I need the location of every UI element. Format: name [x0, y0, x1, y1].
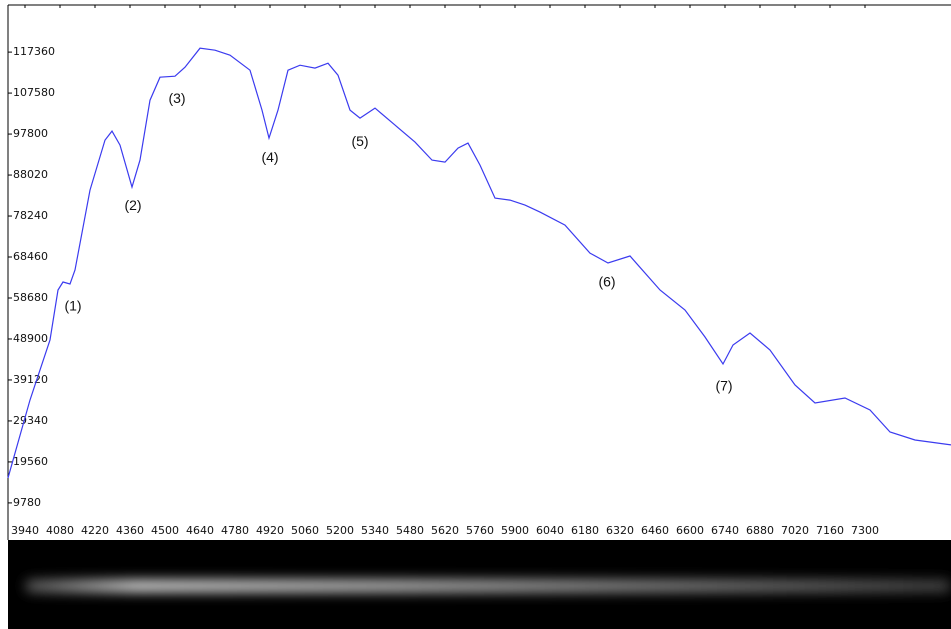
- x-tick-label: 6460: [641, 524, 669, 537]
- x-tick-label: 3940: [11, 524, 39, 537]
- x-tick-label: 6040: [536, 524, 564, 537]
- x-tick-label: 6740: [711, 524, 739, 537]
- x-tick-label: 5900: [501, 524, 529, 537]
- annotation: (3): [168, 90, 185, 106]
- x-tick-label: 6320: [606, 524, 634, 537]
- x-tick-label: 4220: [81, 524, 109, 537]
- x-tick-label: 5200: [326, 524, 354, 537]
- x-tick-label: 5340: [361, 524, 389, 537]
- y-tick-label: 19560: [13, 455, 48, 468]
- annotation: (6): [598, 274, 615, 290]
- x-tick-label: 6180: [571, 524, 599, 537]
- annotation: (1): [64, 298, 81, 314]
- x-tick-label: 4640: [186, 524, 214, 537]
- x-tick-label: 7300: [851, 524, 879, 537]
- x-tick-label: 5480: [396, 524, 424, 537]
- y-tick-label: 39120: [13, 373, 48, 386]
- y-tick-label: 97800: [13, 127, 48, 140]
- annotation: (5): [351, 133, 368, 149]
- y-tick-label: 58680: [13, 291, 48, 304]
- chart: 9780 19560 29340 39120 48900 58680 68460 78240 8…: [0, 0, 951, 629]
- x-tick-label: 7160: [816, 524, 844, 537]
- y-tick-label: 107580: [13, 86, 55, 99]
- y-tick-label: 68460: [13, 250, 48, 263]
- annotation: (2): [124, 197, 141, 213]
- x-tick-label: 4920: [256, 524, 284, 537]
- y-tick-label: 48900: [13, 332, 48, 345]
- y-tick-label: 9780: [13, 496, 41, 509]
- x-tick-label: 4360: [116, 524, 144, 537]
- x-tick-label: 7020: [781, 524, 809, 537]
- y-tick-label: 88020: [13, 168, 48, 181]
- x-tick-label: 5620: [431, 524, 459, 537]
- spectrum-glow: [25, 580, 951, 592]
- x-tick-label: 4500: [151, 524, 179, 537]
- x-tick-label: 5060: [291, 524, 319, 537]
- annotation: (7): [715, 378, 732, 394]
- x-tick-label: 4780: [221, 524, 249, 537]
- y-tick-label: 78240: [13, 209, 48, 222]
- x-tick-label: 4080: [46, 524, 74, 537]
- y-tick-label: 29340: [13, 414, 48, 427]
- x-tick-label: 6880: [746, 524, 774, 537]
- annotation: (4): [261, 149, 278, 165]
- x-tick-label: 6600: [676, 524, 704, 537]
- x-tick-label: 5760: [466, 524, 494, 537]
- spectrum-line: [8, 48, 951, 478]
- y-tick-label: 117360: [13, 45, 55, 58]
